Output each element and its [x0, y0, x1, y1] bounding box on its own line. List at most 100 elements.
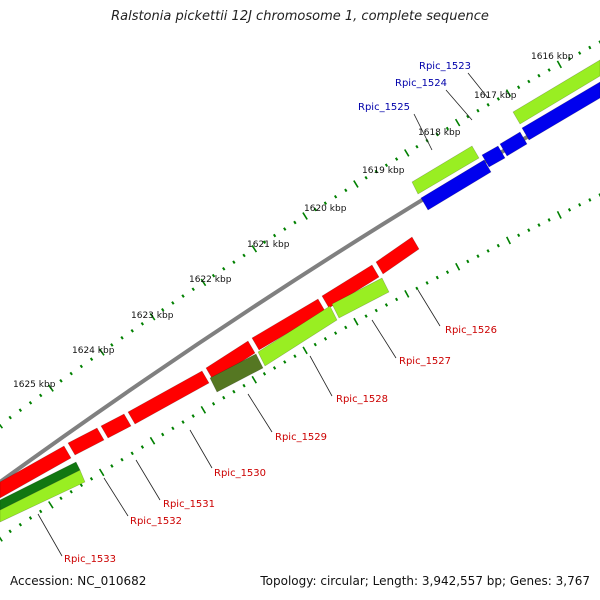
minor-tick — [120, 336, 124, 340]
gene-label-rpic-1529[interactable]: Rpic_1529 — [275, 432, 327, 443]
gene-feature-rpic-1529[interactable] — [209, 353, 264, 393]
minor-tick — [364, 175, 368, 180]
gene-feature-deep-green[interactable] — [0, 461, 81, 511]
gene-feature-blue-2[interactable] — [499, 131, 528, 157]
minor-tick — [211, 402, 216, 406]
minor-tick — [344, 325, 348, 330]
major-tick — [505, 89, 512, 97]
major-tick — [251, 375, 257, 384]
scale-label: 1618 kbp — [418, 128, 461, 138]
minor-tick — [384, 163, 389, 168]
minor-tick — [69, 489, 73, 494]
major-tick — [302, 212, 308, 220]
minor-tick — [445, 270, 450, 274]
minor-tick — [39, 509, 43, 514]
major-tick — [48, 501, 54, 509]
gene-feature-rpic-1525[interactable] — [411, 145, 480, 195]
gene-label-rpic-1528[interactable]: Rpic_1528 — [336, 394, 388, 405]
minor-tick — [222, 395, 226, 400]
gene-feature-red-4[interactable] — [205, 340, 256, 381]
minor-tick — [537, 73, 541, 78]
gene-label-rpic-1530[interactable]: Rpic_1530 — [214, 468, 266, 479]
minor-tick — [59, 496, 63, 501]
gene-label-rpic-1531[interactable]: Rpic_1531 — [163, 499, 215, 510]
minor-tick — [496, 97, 500, 101]
major-tick — [404, 290, 410, 298]
minor-tick — [578, 203, 582, 207]
gene-feature-rpic-1526[interactable] — [375, 236, 420, 275]
gene-feature-blue-3[interactable] — [481, 145, 506, 168]
gene-label-rpic-1525[interactable]: Rpic_1525 — [358, 102, 410, 113]
minor-tick — [466, 259, 470, 264]
gene-feature-rpic-1527[interactable] — [331, 277, 390, 319]
minor-tick — [283, 227, 287, 231]
minor-tick — [395, 297, 399, 302]
minor-tick — [232, 260, 236, 264]
gene-feature-blue-4[interactable] — [420, 159, 492, 211]
minor-tick — [334, 331, 338, 335]
scale-label: 1621 kbp — [247, 240, 290, 250]
major-tick — [556, 60, 562, 69]
minor-tick — [272, 366, 277, 370]
minor-tick — [486, 103, 490, 107]
gene-label-rpic-1524[interactable]: Rpic_1524 — [395, 78, 447, 89]
minor-tick — [517, 85, 521, 90]
gene-feature-rpic-1528[interactable] — [257, 305, 338, 367]
scale-label: 1623 kbp — [131, 311, 174, 321]
minor-tick — [547, 68, 551, 72]
minor-tick — [567, 56, 572, 61]
major-tick — [404, 149, 410, 157]
minor-tick — [130, 451, 134, 456]
gene-feature-rpic-1523[interactable] — [512, 59, 600, 125]
gene-label-rpic-1532[interactable]: Rpic_1532 — [130, 516, 182, 527]
gene-feature-rpic-1533[interactable] — [0, 469, 86, 523]
major-tick — [455, 262, 461, 271]
minor-tick — [79, 483, 84, 488]
gene-feature-red-7[interactable] — [67, 427, 105, 456]
minor-tick — [79, 364, 84, 369]
minor-tick — [8, 415, 12, 420]
minor-tick — [466, 114, 470, 119]
minor-tick — [476, 108, 480, 113]
minor-tick — [547, 218, 551, 222]
minor-tick — [588, 45, 592, 50]
accession-label: Accession: NC_010682 — [10, 574, 147, 588]
minor-tick — [293, 354, 297, 358]
minor-tick — [262, 240, 267, 244]
gene-feature-red-2[interactable] — [321, 264, 380, 309]
minor-tick — [18, 408, 23, 412]
major-tick — [98, 348, 105, 356]
minor-tick — [211, 273, 216, 278]
topology-label: Topology: circular; Length: 3,942,557 bp… — [260, 574, 590, 588]
major-tick — [556, 210, 562, 219]
gene-feature-red-5[interactable] — [127, 370, 210, 425]
minor-tick — [8, 529, 12, 534]
scale-label: 1619 kbp — [362, 166, 405, 176]
major-tick — [302, 346, 308, 355]
minor-tick — [69, 371, 73, 376]
minor-tick — [59, 379, 63, 383]
minor-tick — [476, 254, 480, 258]
gene-features — [0, 59, 600, 523]
minor-tick — [110, 343, 114, 347]
major-tick — [0, 423, 4, 429]
major-tick — [200, 405, 207, 414]
minor-tick — [242, 253, 246, 258]
gene-label-rpic-1526[interactable]: Rpic_1526 — [445, 325, 497, 336]
minor-tick — [120, 457, 124, 462]
gene-feature-red-6[interactable] — [100, 413, 132, 439]
major-tick — [149, 313, 156, 321]
gene-feature-red-8[interactable] — [0, 445, 72, 499]
gene-label-rpic-1527[interactable]: Rpic_1527 — [399, 356, 451, 367]
map-title: Ralstonia pickettii 12J chromosome 1, co… — [111, 9, 489, 24]
minor-tick — [130, 329, 134, 333]
minor-tick — [191, 287, 195, 292]
minor-tick — [486, 249, 490, 253]
minor-tick — [537, 223, 541, 227]
inner-tick-ring — [0, 193, 600, 542]
gene-label-rpic-1533[interactable]: Rpic_1533 — [64, 554, 116, 565]
gene-label-rpic-1523[interactable]: Rpic_1523 — [419, 61, 471, 72]
gene-feature-blue-1[interactable] — [521, 81, 600, 141]
minor-tick — [496, 243, 500, 248]
minor-tick — [323, 201, 328, 205]
